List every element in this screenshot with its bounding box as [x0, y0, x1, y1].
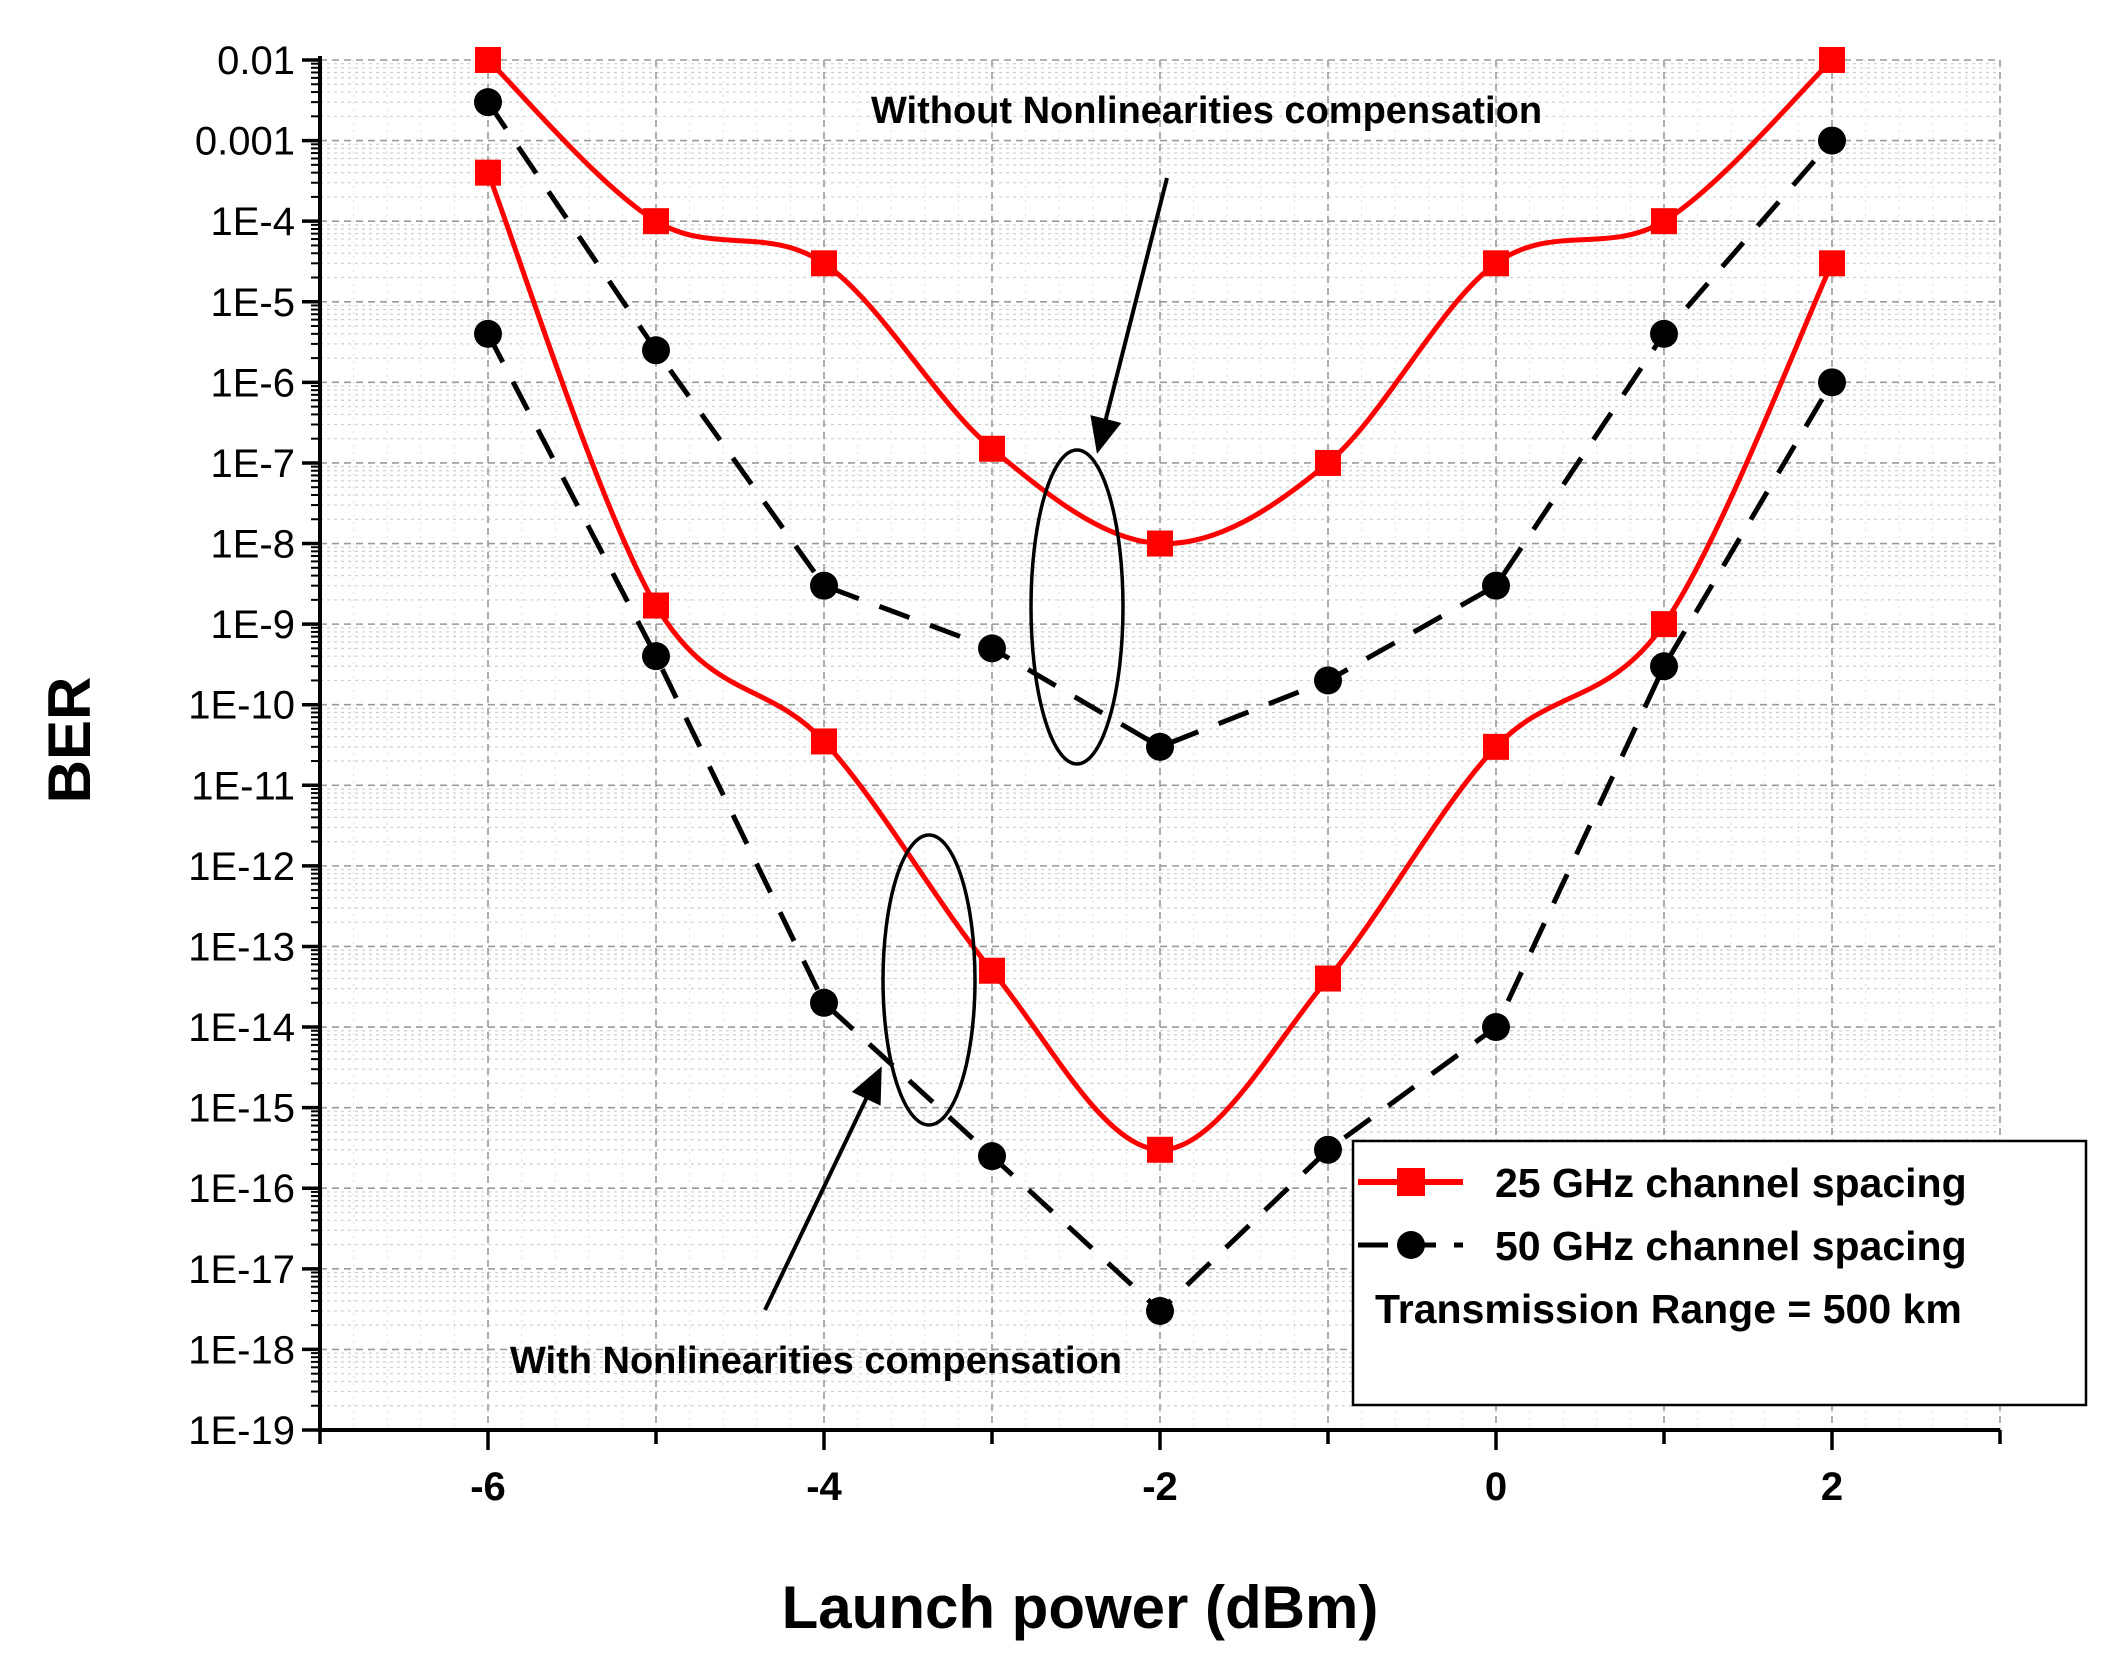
data-point-circle: [1818, 126, 1846, 155]
annotation-arrow-top: [1090, 177, 1169, 454]
legend-marker-50ghz: [1397, 1231, 1425, 1259]
series-1: [474, 88, 1846, 761]
x-tick-label: 2: [1821, 1465, 1843, 1509]
x-axis-title: Launch power (dBm): [782, 1574, 1379, 1641]
data-point-circle: [1146, 732, 1174, 761]
data-point-circle: [1146, 1296, 1174, 1325]
data-point-circle: [1314, 666, 1342, 695]
x-tick-label: 0: [1485, 1465, 1507, 1509]
y-tick-label: 1E-14: [188, 1006, 295, 1050]
data-point-circle: [810, 988, 838, 1017]
y-tick-labels: 0.01 0.001 1E-4 1E-5 1E-6 1E-7 1E-8 1E-9 1E-10 1E…: [188, 39, 295, 1453]
legend-marker-25ghz: [1397, 1168, 1425, 1196]
x-tick-label: -2: [1142, 1465, 1178, 1509]
y-tick-label: 1E-19: [188, 1409, 295, 1453]
data-point-square: [1651, 208, 1677, 235]
data-point-square: [643, 592, 669, 619]
annotation-with-compensation: With Nonlinearities compensation: [510, 833, 1122, 1382]
data-point-circle: [474, 319, 502, 348]
y-tick-label: 1E-5: [211, 281, 296, 325]
series-line: [485, 100, 1834, 750]
x-tick-labels: -6 -4 -2 0 2: [470, 1465, 1843, 1509]
legend-label-50ghz: 50 GHz channel spacing: [1495, 1223, 1967, 1269]
annotation-ellipse-top: [1029, 448, 1125, 766]
y-tick-label: 1E-4: [211, 200, 296, 244]
data-point-square: [1315, 449, 1341, 476]
y-tick-label: 0.01: [217, 39, 295, 83]
series-0: [475, 47, 1845, 557]
data-point-square: [811, 728, 837, 755]
annotation-ellipse-bottom: [881, 833, 977, 1127]
data-point-circle: [1482, 571, 1510, 600]
data-point-square: [1819, 47, 1845, 73]
data-point-circle: [474, 88, 502, 117]
data-point-circle: [1314, 1135, 1342, 1164]
y-tick-label: 1E-16: [188, 1167, 295, 1211]
y-tick-label: 1E-15: [188, 1087, 295, 1131]
data-point-circle: [978, 1142, 1006, 1171]
y-tick-label: 1E-17: [188, 1248, 295, 1292]
data-point-square: [1147, 1136, 1173, 1163]
data-point-circle: [810, 571, 838, 600]
data-point-square: [475, 159, 501, 186]
data-point-square: [475, 47, 501, 73]
series-2: [475, 159, 1845, 1163]
data-point-circle: [1650, 319, 1678, 348]
y-tick-label: 1E-6: [211, 361, 296, 405]
y-tick-label: 1E-7: [211, 442, 296, 486]
data-point-circle: [1650, 652, 1678, 681]
annotation-arrow-bottom: [763, 1066, 882, 1311]
data-point-circle: [1482, 1013, 1510, 1042]
data-point-square: [811, 250, 837, 277]
data-point-square: [1819, 250, 1845, 277]
data-point-square: [1147, 530, 1173, 557]
data-point-square: [979, 957, 1005, 984]
y-axis-title: BER: [36, 677, 103, 804]
y-tick-label: 1E-9: [211, 603, 296, 647]
data-point-square: [1315, 965, 1341, 992]
y-tick-label: 1E-8: [211, 523, 296, 567]
legend-label-25ghz: 25 GHz channel spacing: [1495, 1160, 1967, 1206]
data-point-square: [1483, 733, 1509, 760]
annotation-text-bottom: With Nonlinearities compensation: [510, 1340, 1122, 1382]
data-point-circle: [978, 634, 1006, 663]
y-tick-label: 1E-13: [188, 925, 295, 969]
data-point-square: [1651, 611, 1677, 638]
y-tick-label: 1E-18: [188, 1328, 295, 1372]
data-point-circle: [642, 642, 670, 671]
data-point-square: [643, 208, 669, 235]
legend-note: Transmission Range = 500 km: [1375, 1286, 1962, 1332]
data-series: [474, 47, 1846, 1325]
y-tick-label: 1E-12: [188, 845, 295, 889]
y-tick-label: 1E-11: [191, 764, 295, 808]
data-point-square: [979, 435, 1005, 462]
data-point-circle: [642, 336, 670, 365]
y-tick-label: 1E-10: [188, 684, 295, 728]
data-point-square: [1483, 250, 1509, 277]
x-tick-label: -6: [470, 1465, 506, 1509]
series-3: [474, 319, 1846, 1325]
x-tick-label: -4: [806, 1465, 842, 1509]
data-point-circle: [1818, 368, 1846, 397]
y-tick-label: 0.001: [195, 120, 295, 164]
annotation-without-compensation: Without Nonlinearities compensation: [871, 90, 1542, 766]
legend-box: [1351, 1139, 2088, 1407]
legend: 25 GHz channel spacing 50 GHz channel sp…: [1351, 1139, 2088, 1407]
axes: [302, 56, 2002, 1450]
annotation-text-top: Without Nonlinearities compensation: [871, 90, 1542, 132]
